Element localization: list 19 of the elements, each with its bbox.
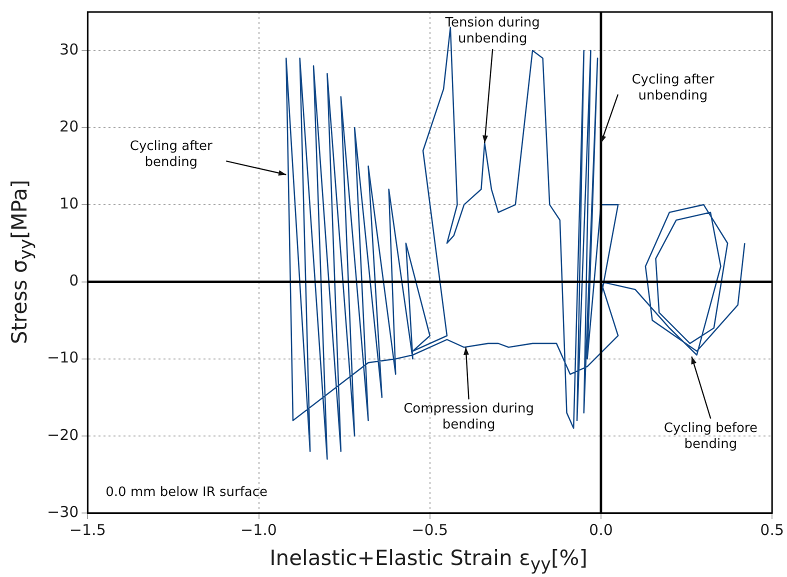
annotation: Cycling after bending <box>130 139 214 170</box>
y-tick-label: −30 <box>47 502 79 521</box>
y-tick-label: 30 <box>60 40 79 58</box>
x-tick-label: 0.0 <box>589 520 613 539</box>
annotation: Cycling after unbending <box>632 72 715 104</box>
y-tick-label: 20 <box>60 118 79 136</box>
y-tick-label: 0 <box>69 272 79 290</box>
x-tick-label: −0.5 <box>412 520 448 539</box>
x-tick-label: −1.5 <box>69 520 106 539</box>
y-tick-label: 10 <box>60 194 79 213</box>
annotation: Compression during bending <box>404 402 534 433</box>
annotation: Cycling before bending <box>664 420 758 452</box>
x-tick-label: −1.0 <box>240 520 277 539</box>
y-tick-label: −10 <box>47 348 79 367</box>
annotation: Tension during unbending <box>444 15 540 46</box>
annotation: 0.0 mm below IR surface <box>106 484 268 500</box>
x-axis-title: Inelastic+Elastic Strain ε$_{yy}$[%] <box>268 546 588 576</box>
y-tick-label: −20 <box>47 426 79 444</box>
x-tick-label: 0.5 <box>760 520 784 539</box>
